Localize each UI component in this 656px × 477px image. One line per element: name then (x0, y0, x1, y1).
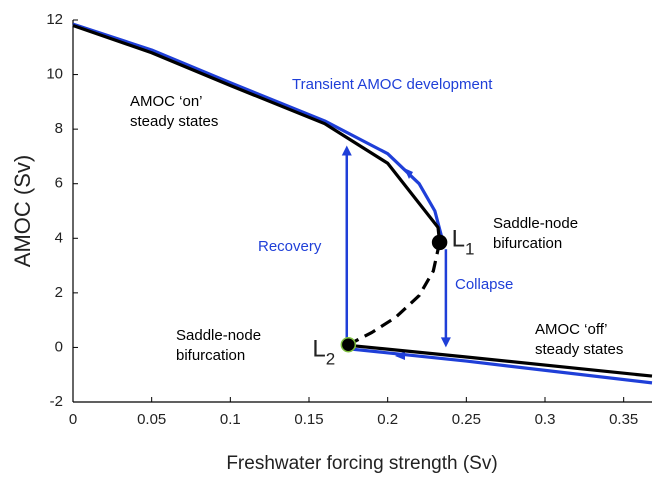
x-tick-label: 0.15 (294, 411, 323, 428)
annotation: bifurcation (493, 235, 562, 252)
y-tick-label: 4 (55, 229, 63, 246)
x-tick-label: 0.2 (377, 411, 398, 428)
x-tick-label: 0.35 (609, 411, 638, 428)
x-tick-label: 0.25 (452, 411, 481, 428)
arrow-head (341, 145, 352, 156)
annotation: Saddle-node (176, 327, 261, 344)
series-line (348, 347, 653, 385)
y-tick-label: -2 (50, 393, 63, 410)
x-tick-label: 0.05 (137, 411, 166, 428)
y-axis-label: AMOC (Sv) (10, 155, 35, 267)
annotation: Transient AMOC development (292, 76, 493, 93)
annotation: steady states (535, 341, 623, 358)
annotation: Saddle-node (493, 215, 578, 232)
series-line (72, 23, 442, 243)
y-tick-label: 6 (55, 175, 63, 192)
x-tick-label: 0.3 (535, 411, 556, 428)
y-tick-label: 10 (46, 66, 63, 83)
bifurcation-point (431, 234, 448, 251)
annotation: AMOC ‘off’ (535, 321, 608, 338)
annotation: Collapse (455, 276, 513, 293)
bifurcation-point (340, 336, 357, 353)
series-line (347, 242, 442, 347)
annotation: Recovery (258, 238, 322, 255)
y-tick-label: 12 (46, 11, 63, 28)
point-label-letter: L (312, 336, 325, 363)
y-tick-label: 0 (55, 338, 63, 355)
annotation: AMOC ‘on’ (130, 93, 203, 110)
arrow-head (440, 337, 451, 348)
series-line (72, 22, 445, 242)
y-tick-label: 2 (55, 284, 63, 301)
point-label: L2 (312, 336, 335, 369)
annotation: bifurcation (176, 347, 245, 364)
point-label-subscript: 2 (326, 350, 335, 369)
y-tick-label: 8 (55, 120, 63, 137)
annotation: steady states (130, 113, 218, 130)
point-label: L1 (452, 226, 475, 259)
x-tick-label: 0.1 (220, 411, 241, 428)
point-label-letter: L (452, 226, 465, 253)
x-tick-label: 0 (69, 411, 77, 428)
x-axis-label: Freshwater forcing strength (Sv) (226, 453, 497, 474)
point-label-subscript: 1 (465, 240, 474, 259)
